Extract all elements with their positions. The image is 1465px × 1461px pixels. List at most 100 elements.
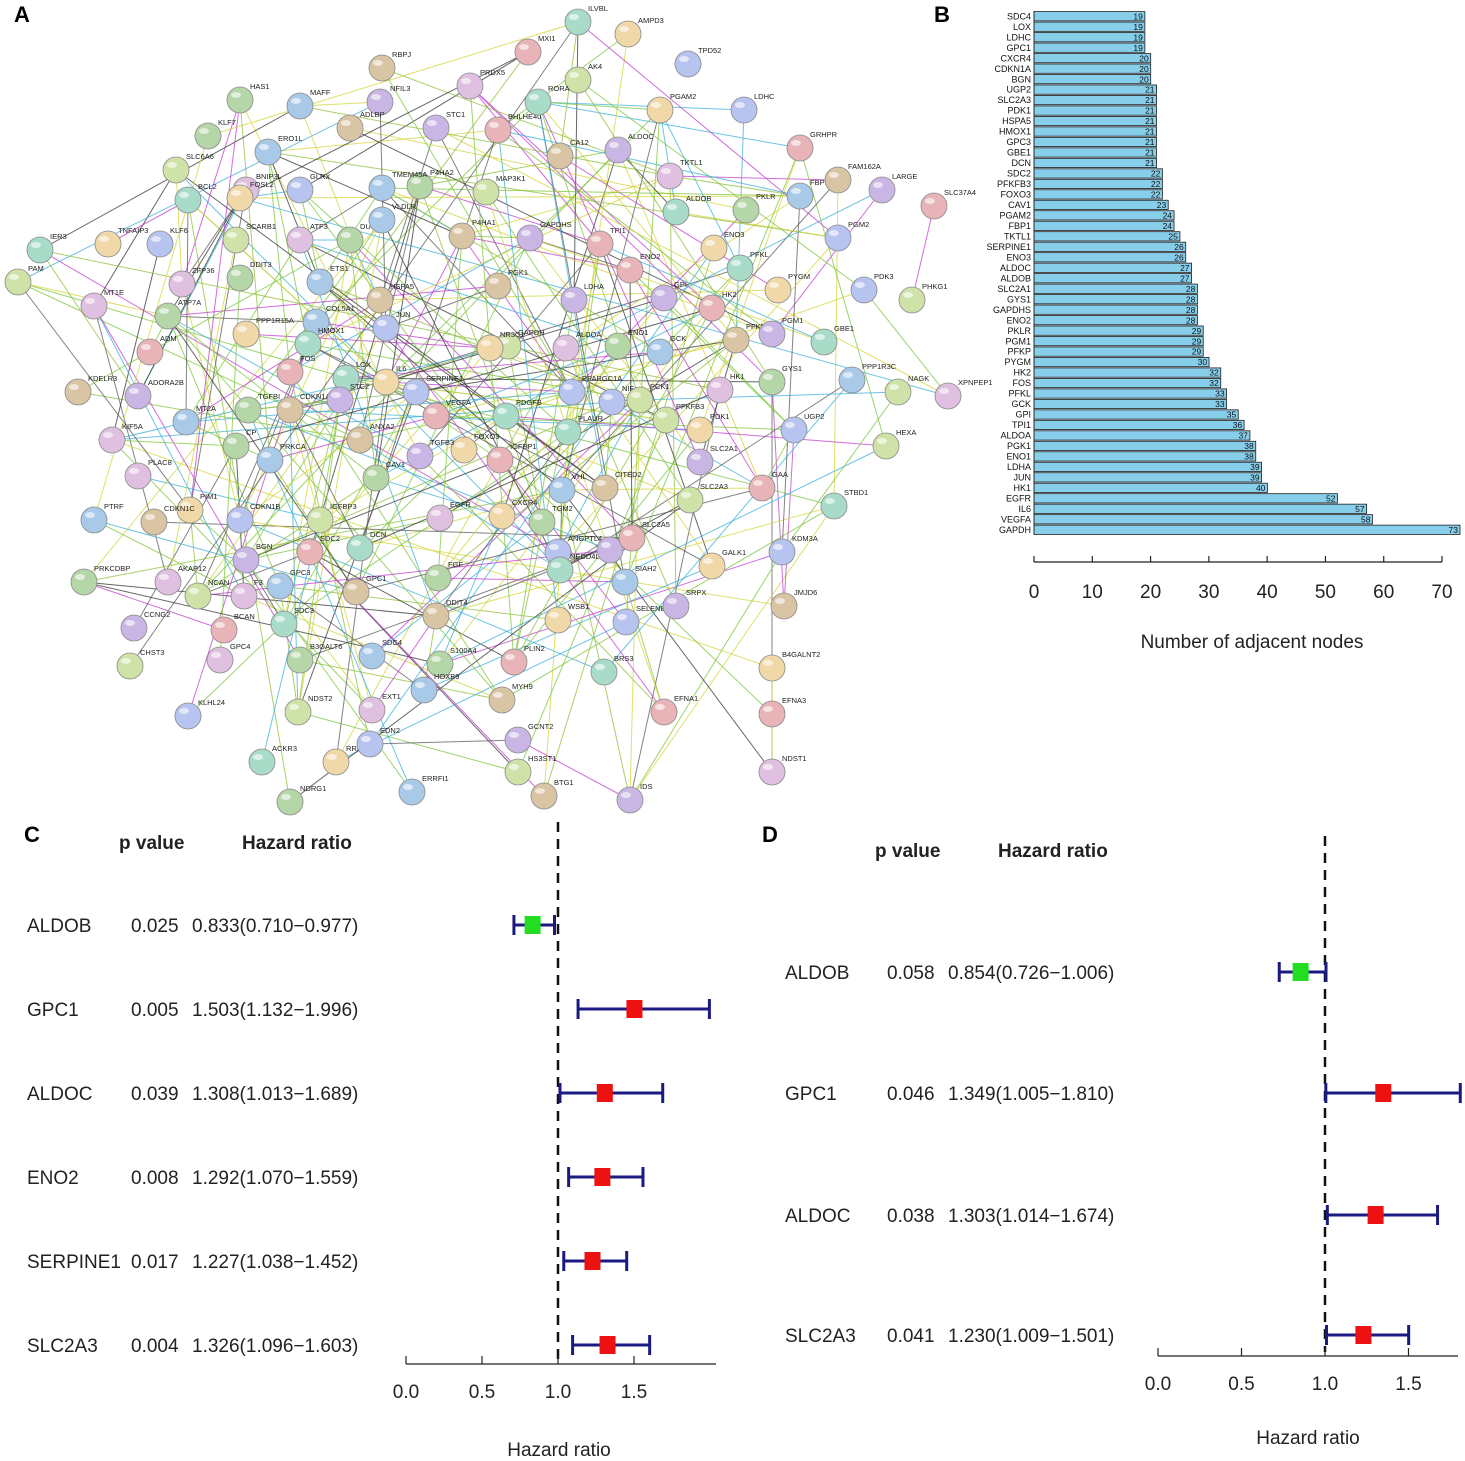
network-node-label: PYGM xyxy=(788,272,810,281)
network-node-label: ENO3 xyxy=(724,230,744,239)
node-highlight xyxy=(815,334,825,340)
network-node-label: NFIL3 xyxy=(390,84,410,93)
node-highlight xyxy=(341,232,351,238)
node-highlight xyxy=(621,262,631,268)
bar-value-label: 33 xyxy=(1215,399,1225,409)
node-highlight xyxy=(773,544,783,550)
x-tick-label: 1.0 xyxy=(545,1382,571,1403)
network-edge xyxy=(289,409,361,549)
bar-category-label: GAPDHS xyxy=(993,305,1031,315)
network-node-label: PCK1 xyxy=(650,382,670,391)
network-edge xyxy=(83,581,437,617)
network-node-label: TNFAIP3 xyxy=(118,226,148,235)
node-highlight xyxy=(763,326,773,332)
x-axis-title: Number of adjacent nodes xyxy=(1141,632,1364,653)
network-node-label: FAM162A xyxy=(848,162,881,171)
network-edge xyxy=(561,489,773,773)
bar-category-label: PGAM2 xyxy=(999,211,1031,221)
network-edge xyxy=(299,659,503,701)
bar-value-label: 52 xyxy=(1326,493,1336,503)
network-edge xyxy=(185,199,189,423)
bar-category-label: LOX xyxy=(1013,22,1031,32)
node-highlight xyxy=(125,620,135,626)
network-node-label: GPI xyxy=(674,280,687,289)
node-highlight xyxy=(307,314,317,320)
bar-value-label: 32 xyxy=(1209,368,1219,378)
row-p-value: 0.008 xyxy=(131,1168,179,1189)
bar-category-label: ENO3 xyxy=(1006,252,1031,262)
node-highlight xyxy=(31,242,41,248)
network-edge xyxy=(319,281,773,715)
x-tick-label: 0.0 xyxy=(1145,1374,1171,1395)
network-edge xyxy=(107,199,189,245)
network-node-label: CDKN1C xyxy=(164,504,195,513)
node-highlight xyxy=(291,652,301,658)
node-highlight xyxy=(351,540,361,546)
network-edge xyxy=(537,101,745,111)
node-highlight xyxy=(69,384,79,390)
network-edge xyxy=(167,315,503,701)
network-edge xyxy=(435,505,835,617)
bar-value-label: 33 xyxy=(1215,389,1225,399)
bar-value-label: 30 xyxy=(1198,357,1208,367)
network-edge xyxy=(289,51,529,373)
network-node-label: IL6 xyxy=(396,364,406,373)
network-node-label: DCN xyxy=(370,530,386,539)
network-edge xyxy=(111,439,373,711)
x-tick-label: 1.5 xyxy=(621,1382,647,1403)
network-edge xyxy=(439,515,503,665)
bar-category-label: LDHA xyxy=(1007,462,1031,472)
node-highlight xyxy=(489,122,499,128)
network-edge xyxy=(239,391,417,521)
node-highlight xyxy=(311,512,321,518)
node-highlight xyxy=(373,60,383,66)
network-node-label: BNIP3L xyxy=(256,172,282,181)
network-edge xyxy=(197,343,309,597)
bar-value-label: 24 xyxy=(1163,211,1173,221)
network-edge xyxy=(565,347,713,567)
network-edge xyxy=(359,489,563,549)
bar-value-label: 21 xyxy=(1145,137,1155,147)
bar-category-label: PGK1 xyxy=(1007,441,1031,451)
node-highlight xyxy=(551,148,561,154)
network-node-label: PAM xyxy=(28,264,44,273)
row-p-value: 0.039 xyxy=(131,1084,179,1105)
bar-category-label: GBE1 xyxy=(1007,148,1031,158)
node-highlight xyxy=(731,260,741,266)
network-node-label: BCAN xyxy=(234,612,255,621)
network-node-label: KLF6 xyxy=(170,226,188,235)
network-node-label: KDELR3 xyxy=(88,374,117,383)
node-highlight xyxy=(85,298,95,304)
bar-value-label: 20 xyxy=(1139,74,1149,84)
network-node-label: CCNG2 xyxy=(144,610,170,619)
network-edge xyxy=(781,195,801,553)
bar-category-label: PGM1 xyxy=(1005,336,1031,346)
network-edge xyxy=(537,101,801,149)
node-highlight xyxy=(239,402,249,408)
network-edge xyxy=(299,105,671,177)
network-edge xyxy=(83,489,563,583)
network-edge xyxy=(245,401,613,561)
network-node-label: GPC3 xyxy=(290,568,310,577)
network-edge xyxy=(781,391,899,553)
bar-value-label: 57 xyxy=(1355,504,1365,514)
node-highlight xyxy=(311,274,321,280)
row-p-value: 0.004 xyxy=(131,1336,179,1357)
network-edge xyxy=(289,371,503,701)
network-edge xyxy=(385,297,665,383)
node-highlight xyxy=(763,374,773,380)
node-highlight xyxy=(253,754,263,760)
network-edge xyxy=(307,343,606,489)
network-node-label: CA12 xyxy=(570,138,589,147)
bar-category-label: CXCR4 xyxy=(1000,53,1031,63)
network-edge xyxy=(319,415,507,521)
network-node-label: PPARGC1A xyxy=(582,374,622,383)
network-node-label: EFNA3 xyxy=(782,696,806,705)
node-highlight xyxy=(763,706,773,712)
network-edge xyxy=(517,739,631,801)
row-p-value: 0.025 xyxy=(131,916,179,937)
bar-category-label: SDC4 xyxy=(1007,11,1031,21)
node-highlight xyxy=(431,656,441,662)
node-highlight xyxy=(519,44,529,50)
network-nodes: HAS1 MAFF RBPJ NFIL3 MXI1 ILVBL AMPD3 TPD52 AK4 P… xyxy=(4,4,993,816)
